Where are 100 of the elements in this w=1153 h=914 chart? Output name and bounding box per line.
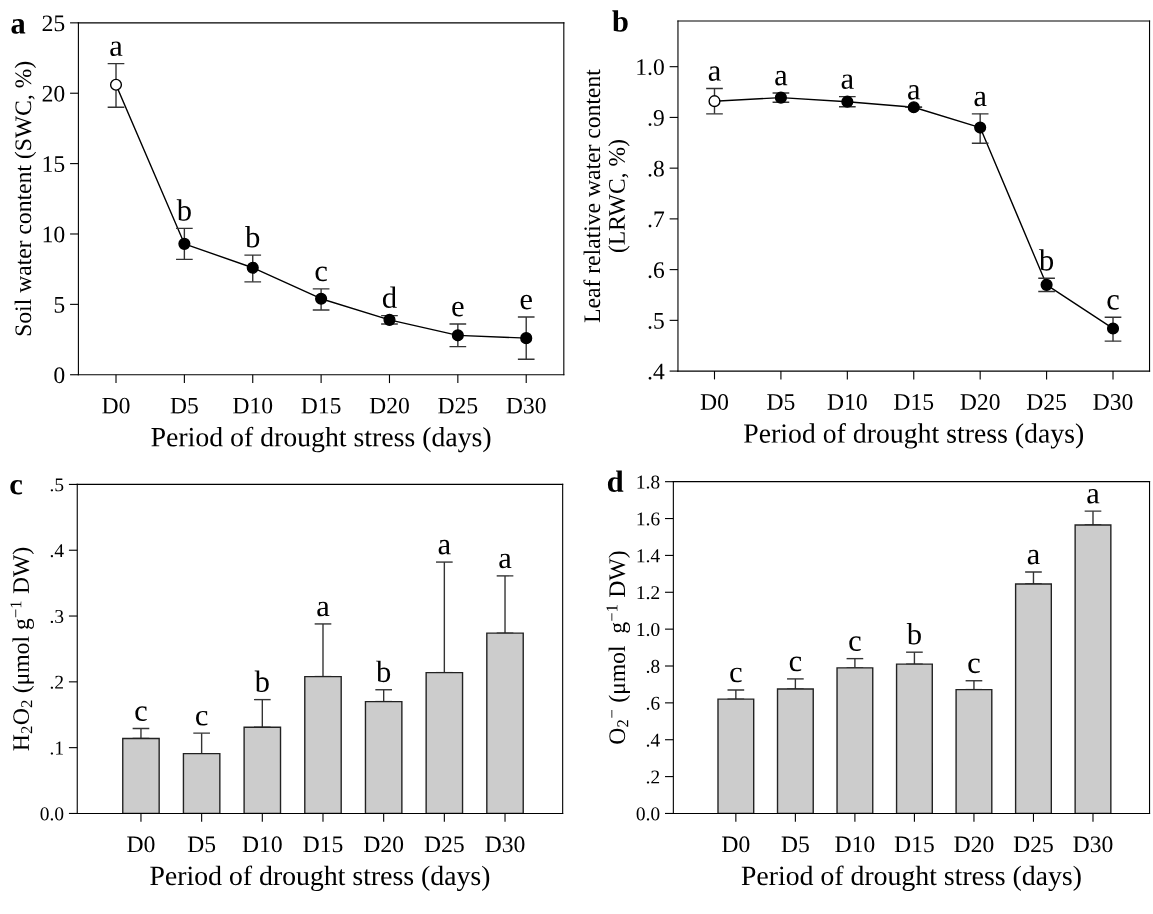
bar: [955, 688, 993, 814]
y-tick-label: .8: [646, 659, 660, 674]
annotation: a: [438, 539, 451, 555]
y-tick-label: 1.2: [637, 586, 660, 600]
y-tick-label: .1: [50, 741, 63, 755]
annotation: b: [376, 660, 391, 683]
annotation: a: [841, 74, 854, 90]
chart-title: c: [10, 479, 23, 495]
y-tick-label: .7: [648, 211, 665, 228]
x-axis-title: Period of drought stress (days): [151, 426, 491, 453]
x-tick-label: D25: [1013, 836, 1053, 853]
x-axis-title: Period of drought stress (days): [741, 865, 1081, 891]
x-tick-label: D20: [369, 397, 409, 414]
annotation: b: [176, 199, 191, 221]
annotation: a: [110, 41, 123, 57]
x-tick-label: D25: [1026, 394, 1066, 410]
y-tick-label: .4: [50, 544, 64, 558]
annotation: c: [789, 656, 802, 672]
y-tick-label: .2: [50, 675, 63, 689]
x-tick-label: D0: [127, 836, 155, 853]
x-tick-label: D0: [102, 397, 130, 414]
x-tick-label: D30: [485, 836, 525, 853]
x-tick-label: D5: [170, 397, 198, 414]
bar: [304, 675, 342, 814]
annotation: b: [906, 623, 921, 645]
x-tick-label: D10: [233, 397, 273, 414]
bar: [122, 737, 160, 814]
annotation: c: [730, 667, 742, 683]
y-tick-label: .8: [648, 160, 664, 177]
y-tick-label: 0: [54, 367, 65, 384]
x-tick-label: D0: [700, 393, 729, 410]
y-tick-label: 1.6: [637, 512, 660, 526]
annotation: e: [520, 294, 532, 310]
x-tick-label: D5: [767, 394, 795, 410]
y-tick-label: .4: [648, 363, 665, 380]
annotation: a: [708, 66, 721, 81]
y-tick-label: .4: [646, 733, 660, 747]
annotation: c: [968, 658, 980, 674]
y-tick-label: 1.8: [637, 475, 660, 489]
y-axis-title: H$_{2}$O$_{2}$ (μmol g$^{−1}$ DW): [10, 547, 34, 751]
x-tick-label: D20: [364, 836, 404, 853]
bar: [243, 726, 282, 814]
annotation: a: [499, 553, 512, 569]
annotation: b: [245, 226, 260, 248]
y-tick-label: 1.0: [637, 622, 660, 637]
bar: [425, 671, 464, 814]
x-tick-label: D5: [781, 836, 809, 853]
y-tick-label: 1.0: [637, 59, 664, 76]
x-tick-label: D20: [954, 836, 994, 853]
y-tick-label: 25: [42, 15, 65, 32]
annotation: a: [1087, 488, 1100, 504]
annotation: a: [974, 91, 987, 107]
bar: [1074, 524, 1112, 814]
x-tick-label: D0: [722, 836, 750, 853]
annotation: c: [135, 706, 147, 721]
y-tick-label: .2: [646, 770, 660, 784]
x-tick-label: D30: [1073, 836, 1113, 853]
y-tick-label: .3: [50, 609, 64, 624]
bar: [776, 688, 814, 814]
y-tick-label: 0.0: [40, 807, 64, 821]
y-tick-label: 20: [42, 85, 65, 102]
x-tick-label: D15: [303, 836, 343, 853]
x-tick-label: D30: [1093, 393, 1133, 410]
bar: [836, 667, 874, 814]
annotation: c: [196, 710, 208, 726]
annotation: c: [849, 636, 861, 652]
y-tick-label: 0.0: [636, 807, 660, 821]
annotation: e: [452, 301, 464, 317]
x-axis-title: Period of drought stress (days): [744, 423, 1084, 449]
bar: [717, 698, 755, 814]
x-tick-label: D30: [506, 397, 546, 414]
bar: [486, 632, 524, 814]
chart-title: b: [612, 10, 628, 32]
x-axis-title: Period of drought stress (days): [150, 865, 490, 891]
x-tick-label: D15: [301, 397, 341, 414]
y-tick-label: .5: [50, 478, 64, 492]
chart-title: a: [11, 19, 26, 34]
annotation: a: [908, 85, 921, 100]
x-tick-label: D10: [242, 836, 282, 853]
x-tick-label: D10: [835, 836, 875, 853]
annotation: b: [1038, 249, 1054, 271]
y-tick-label: 10: [43, 226, 65, 243]
x-tick-label: D20: [960, 393, 1000, 410]
annotation: a: [775, 70, 788, 86]
x-tick-label: D15: [894, 836, 934, 853]
annotation: d: [382, 286, 397, 309]
bar: [182, 752, 221, 814]
chart-title: d: [607, 470, 624, 492]
y-tick-label: .6: [646, 696, 660, 710]
y-tick-label: 5: [54, 297, 65, 313]
y-tick-label: .5: [648, 313, 664, 329]
annotation: b: [254, 670, 269, 693]
x-tick-label: D5: [187, 836, 216, 853]
bar: [1014, 583, 1053, 814]
y-tick-label: .9: [648, 109, 664, 126]
y-axis-title: Leaf relative water content (LRWC, %): [583, 69, 630, 323]
annotation: a: [317, 601, 330, 617]
annotation: c: [1107, 295, 1119, 310]
y-tick-label: .6: [648, 262, 665, 279]
bar: [364, 700, 403, 814]
